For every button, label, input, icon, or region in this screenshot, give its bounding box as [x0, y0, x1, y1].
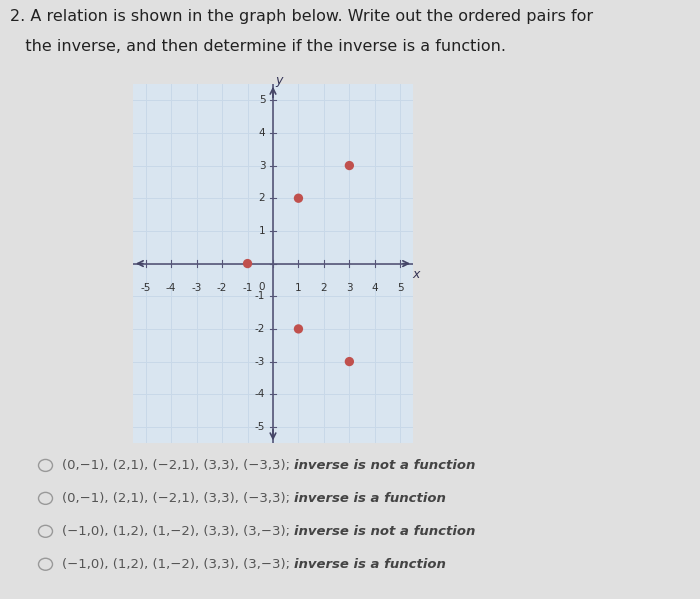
Point — [344, 161, 355, 170]
Text: -2: -2 — [255, 324, 265, 334]
Text: 1: 1 — [259, 226, 265, 236]
Text: -4: -4 — [255, 389, 265, 400]
Text: -4: -4 — [166, 283, 176, 293]
Point — [242, 259, 253, 268]
Text: x: x — [412, 268, 419, 282]
Text: 5: 5 — [397, 283, 404, 293]
Text: 1: 1 — [295, 283, 302, 293]
Text: inverse is not a function: inverse is not a function — [294, 459, 475, 472]
Text: y: y — [276, 74, 283, 87]
Text: -3: -3 — [255, 356, 265, 367]
Point — [344, 357, 355, 367]
Text: -5: -5 — [141, 283, 151, 293]
Text: 4: 4 — [372, 283, 378, 293]
Text: inverse is a function: inverse is a function — [294, 492, 446, 505]
Text: 2: 2 — [321, 283, 327, 293]
Text: (0,−1), (2,1), (−2,1), (3,3), (−3,3);: (0,−1), (2,1), (−2,1), (3,3), (−3,3); — [62, 459, 294, 472]
Text: 0: 0 — [259, 282, 265, 292]
Point — [293, 324, 304, 334]
Text: 3: 3 — [259, 161, 265, 171]
Text: 2. A relation is shown in the graph below. Write out the ordered pairs for: 2. A relation is shown in the graph belo… — [10, 9, 594, 24]
Text: 5: 5 — [259, 95, 265, 105]
Text: 3: 3 — [346, 283, 353, 293]
Text: inverse is not a function: inverse is not a function — [294, 525, 475, 538]
Text: inverse is a function: inverse is a function — [294, 558, 446, 571]
Text: -2: -2 — [217, 283, 228, 293]
Text: (0,−1), (2,1), (−2,1), (3,3), (−3,3);: (0,−1), (2,1), (−2,1), (3,3), (−3,3); — [62, 492, 294, 505]
Text: -5: -5 — [255, 422, 265, 432]
Text: the inverse, and then determine if the inverse is a function.: the inverse, and then determine if the i… — [10, 39, 507, 54]
Point — [293, 193, 304, 203]
Text: -1: -1 — [255, 291, 265, 301]
Text: -3: -3 — [191, 283, 202, 293]
Text: (−1,0), (1,2), (1,−2), (3,3), (3,−3);: (−1,0), (1,2), (1,−2), (3,3), (3,−3); — [62, 525, 294, 538]
Text: (−1,0), (1,2), (1,−2), (3,3), (3,−3);: (−1,0), (1,2), (1,−2), (3,3), (3,−3); — [62, 558, 294, 571]
Text: 2: 2 — [259, 193, 265, 203]
Text: 4: 4 — [259, 128, 265, 138]
Text: -1: -1 — [242, 283, 253, 293]
